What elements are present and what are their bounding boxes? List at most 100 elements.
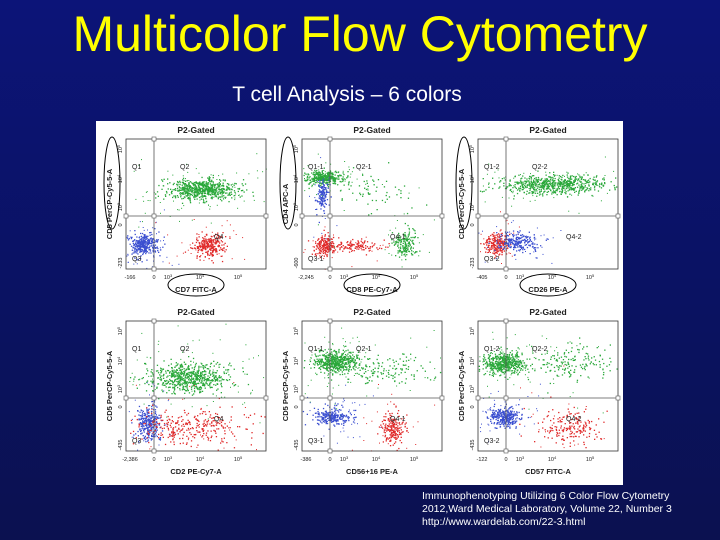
event-dot — [210, 245, 213, 247]
event-dot — [151, 233, 153, 236]
event-dot — [159, 437, 162, 439]
event-dot — [127, 235, 129, 237]
event-dot — [198, 234, 200, 235]
event-dot — [221, 191, 223, 193]
event-dot — [306, 175, 309, 177]
event-dot — [315, 173, 317, 175]
event-dot — [195, 373, 197, 375]
event-dot — [600, 200, 602, 202]
x-tick-label: 103 — [164, 273, 173, 281]
event-dot — [208, 193, 210, 195]
event-dot — [304, 178, 305, 179]
event-dot — [556, 184, 558, 186]
event-dot — [134, 257, 136, 259]
event-dot — [183, 375, 184, 377]
event-dot — [173, 195, 175, 197]
event-dot — [149, 232, 151, 234]
gate-handle — [503, 136, 509, 142]
event-dot — [211, 196, 213, 198]
event-dot — [241, 195, 243, 197]
event-dot — [554, 192, 557, 194]
event-dot — [313, 180, 316, 182]
event-dot — [572, 187, 575, 190]
event-dot — [535, 257, 537, 259]
event-dot — [171, 190, 173, 193]
event-dot — [314, 253, 316, 256]
event-dot — [203, 183, 205, 185]
event-dot — [156, 233, 157, 235]
event-dot — [237, 190, 239, 193]
event-dot — [315, 180, 317, 182]
event-dot — [162, 391, 164, 393]
event-dot — [201, 390, 204, 392]
event-dot — [213, 189, 215, 191]
event-dot — [170, 426, 172, 428]
event-dot — [194, 382, 196, 384]
event-dot — [586, 187, 588, 189]
event-dot — [144, 249, 146, 251]
event-dot — [216, 253, 218, 255]
event-dot — [212, 251, 214, 253]
event-dot — [532, 186, 534, 188]
event-dot — [344, 178, 346, 180]
event-dot — [174, 196, 177, 198]
event-dot — [154, 385, 156, 387]
event-dot — [592, 178, 594, 180]
event-dot — [407, 197, 410, 199]
event-dot — [208, 192, 210, 194]
event-dot — [200, 182, 202, 184]
event-dot — [181, 366, 183, 368]
event-dot — [216, 380, 218, 382]
event-dot — [525, 183, 527, 185]
event-dot — [186, 186, 188, 188]
event-dot — [349, 176, 351, 178]
event-dot — [148, 239, 150, 241]
event-dot — [215, 436, 218, 438]
event-dot — [146, 245, 149, 247]
event-dot — [146, 420, 148, 423]
event-dot — [520, 245, 522, 247]
event-dot — [312, 246, 314, 248]
event-dot — [185, 375, 187, 377]
event-dot — [151, 424, 153, 426]
event-dot — [187, 249, 189, 251]
event-dot — [194, 247, 196, 250]
event-dot — [575, 178, 578, 180]
event-dot — [527, 184, 529, 186]
event-dot — [488, 183, 490, 185]
event-dot — [551, 176, 553, 179]
event-dot — [615, 177, 617, 179]
event-dot — [154, 241, 156, 243]
event-dot — [550, 189, 552, 191]
event-dot — [171, 416, 173, 418]
quadrant-label: Q2-2 — [532, 164, 548, 171]
event-dot — [342, 176, 344, 178]
event-dot — [208, 241, 211, 243]
event-dot — [195, 241, 198, 244]
event-dot — [527, 180, 529, 182]
event-dot — [146, 235, 148, 237]
event-dot — [192, 378, 194, 380]
event-dot — [587, 181, 589, 184]
event-dot — [304, 172, 306, 174]
event-dot — [187, 191, 189, 193]
event-dot — [304, 179, 306, 181]
event-dot — [536, 181, 538, 183]
event-dot — [156, 425, 158, 427]
event-dot — [207, 177, 209, 179]
event-dot — [211, 255, 213, 257]
event-dot — [128, 238, 130, 240]
event-dot — [203, 379, 205, 382]
event-dot — [189, 375, 191, 377]
event-dot — [216, 428, 218, 430]
event-dot — [182, 188, 184, 190]
event-dot — [509, 179, 511, 181]
event-dot — [221, 225, 223, 227]
event-dot — [496, 232, 498, 234]
event-dot — [173, 382, 175, 384]
event-dot — [521, 184, 523, 186]
event-dot — [567, 196, 569, 198]
event-dot — [149, 242, 151, 244]
event-dot — [145, 249, 147, 251]
event-dot — [179, 377, 181, 379]
